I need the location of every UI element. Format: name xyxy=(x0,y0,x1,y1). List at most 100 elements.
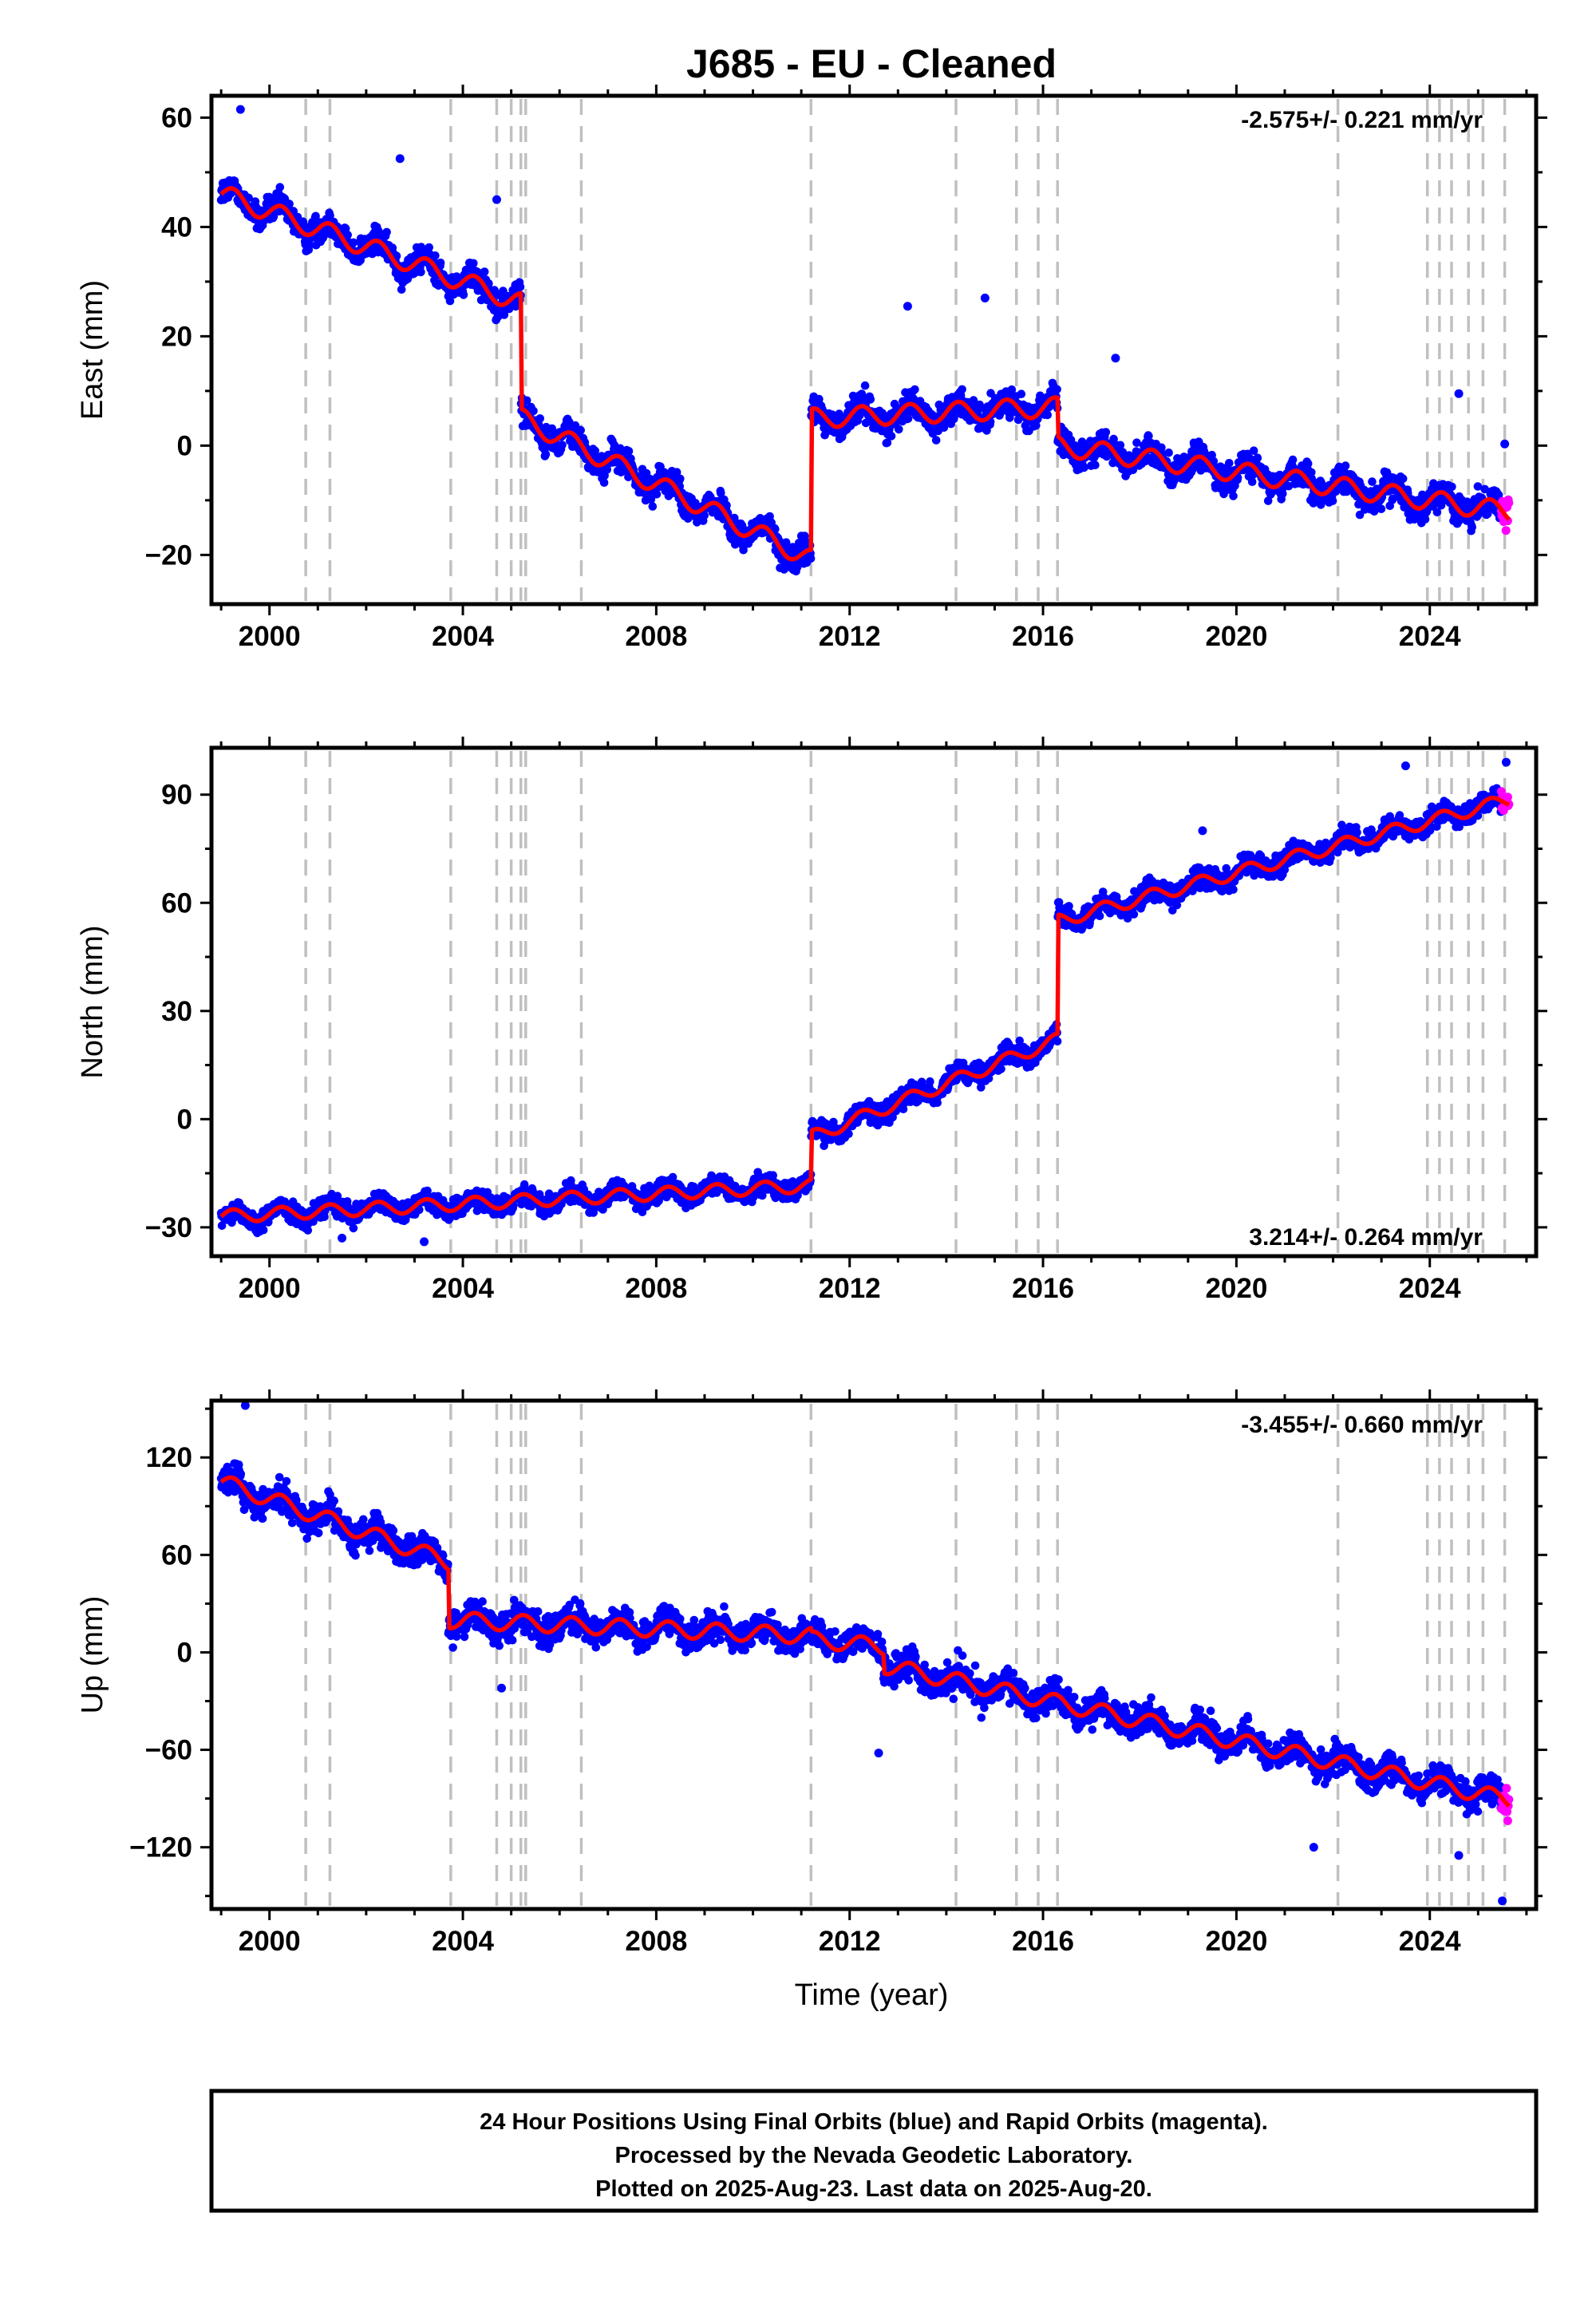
final-orbit-point xyxy=(576,425,585,435)
final-orbit-point xyxy=(1229,492,1238,500)
final-orbit-point xyxy=(382,227,391,237)
final-orbit-point xyxy=(1157,443,1166,453)
final-orbit-point xyxy=(1101,428,1111,437)
final-orbit-point xyxy=(1377,504,1386,513)
final-orbit-point xyxy=(541,449,551,459)
final-orbit-point xyxy=(349,238,358,247)
final-orbit-point xyxy=(349,1223,358,1233)
final-orbit-point xyxy=(1249,446,1258,455)
final-orbit-point xyxy=(431,251,440,260)
final-orbit-point xyxy=(672,468,681,476)
final-orbit-point xyxy=(1017,389,1026,399)
final-orbit-point xyxy=(459,290,468,299)
final-orbit-point xyxy=(480,267,489,276)
final-orbit-point xyxy=(1468,523,1476,532)
rapid-orbit-point xyxy=(1504,498,1514,508)
final-orbit-point xyxy=(1007,385,1017,394)
final-orbit-point xyxy=(445,296,455,306)
final-orbit-point xyxy=(469,259,478,268)
final-orbit-point xyxy=(436,259,445,267)
final-orbit-point xyxy=(326,211,334,220)
final-orbit-point xyxy=(1303,459,1313,468)
y-tick-label: −20 xyxy=(145,539,192,571)
final-orbit-point xyxy=(417,267,425,277)
outlier-point xyxy=(1454,389,1464,398)
final-orbit-point xyxy=(652,490,662,499)
rapid-orbit-point xyxy=(1501,526,1511,536)
final-orbit-point xyxy=(1398,474,1408,484)
x-tick-label: 2000 xyxy=(239,621,301,652)
final-orbit-point xyxy=(343,231,353,239)
final-orbit-point xyxy=(1247,477,1257,486)
final-orbit-point xyxy=(860,381,870,390)
final-orbit-point xyxy=(1368,477,1377,486)
final-orbit-point xyxy=(259,1225,268,1235)
final-orbit-point xyxy=(895,425,903,434)
final-orbit-point xyxy=(1032,421,1041,430)
outlier-point xyxy=(395,154,405,164)
final-orbit-point xyxy=(815,394,824,404)
final-orbit-point xyxy=(958,385,966,394)
final-orbit-point xyxy=(311,211,320,221)
final-orbit-point xyxy=(676,474,685,484)
final-orbit-point xyxy=(883,438,892,447)
y-axis-label: East (mm) xyxy=(76,280,109,420)
outlier-point xyxy=(1111,354,1120,363)
final-orbit-point xyxy=(951,405,960,414)
final-orbit-point xyxy=(768,1171,777,1180)
final-orbit-point xyxy=(275,183,285,192)
final-orbit-point xyxy=(341,224,350,233)
x-tick-label: 2004 xyxy=(432,621,494,652)
x-tick-label: 2024 xyxy=(1399,621,1461,652)
final-orbit-point xyxy=(781,538,791,547)
final-orbit-point xyxy=(1288,455,1298,464)
final-orbit-point xyxy=(565,417,574,427)
outlier-point xyxy=(980,293,990,302)
final-orbit-point xyxy=(1132,438,1141,447)
final-orbit-point xyxy=(425,243,433,252)
y-tick-label: 60 xyxy=(161,102,192,133)
final-orbit-point xyxy=(558,441,567,449)
outlier-point xyxy=(492,195,501,204)
final-orbit-point xyxy=(806,554,816,563)
daily-positions xyxy=(216,757,1514,1247)
y-tick-label: 0 xyxy=(177,430,192,461)
final-orbit-point xyxy=(1328,496,1337,505)
event-lines xyxy=(304,99,1507,601)
final-orbit-point xyxy=(1091,460,1100,469)
final-orbit-point xyxy=(1036,391,1045,401)
final-orbit-point xyxy=(1043,410,1052,420)
final-orbit-point xyxy=(722,500,731,510)
velocity-rate: -2.575+/- 0.221 mm/yr xyxy=(1241,107,1483,133)
final-orbit-point xyxy=(1225,459,1234,468)
final-orbit-point xyxy=(599,478,609,487)
final-orbit-point xyxy=(771,524,780,534)
final-orbit-point xyxy=(516,283,525,291)
daily-positions xyxy=(216,105,1514,576)
final-orbit-point xyxy=(911,385,919,394)
x-tick-label: 2008 xyxy=(625,621,687,652)
final-orbit-point xyxy=(1116,441,1125,450)
final-orbit-point xyxy=(624,447,634,456)
final-orbit-point xyxy=(1164,449,1173,457)
x-tick-label: 2020 xyxy=(1205,621,1267,652)
y-tick-label: 40 xyxy=(161,211,192,243)
final-orbit-point xyxy=(780,565,788,574)
x-tick-label: 2012 xyxy=(819,621,881,652)
final-orbit-point xyxy=(1053,385,1061,394)
final-orbit-point xyxy=(244,193,253,203)
east-panel: 2000 2004 2008 2012 2016 2020 2024−200204060Ea… xyxy=(76,85,1547,652)
north-panel: 2000 2004 2008 2012 2016 2020 2024−300306090No… xyxy=(76,737,1547,1304)
outlier-point xyxy=(903,302,912,311)
final-orbit-point xyxy=(1005,413,1014,422)
final-orbit-point xyxy=(1144,432,1153,441)
x-tick-label: 2016 xyxy=(1012,621,1074,652)
final-orbit-point xyxy=(397,285,406,294)
final-orbit-point xyxy=(950,412,959,421)
final-orbit-point xyxy=(423,1186,432,1196)
final-orbit-point xyxy=(1080,463,1088,472)
outlier-point xyxy=(1500,439,1510,449)
final-orbit-point xyxy=(866,395,875,404)
